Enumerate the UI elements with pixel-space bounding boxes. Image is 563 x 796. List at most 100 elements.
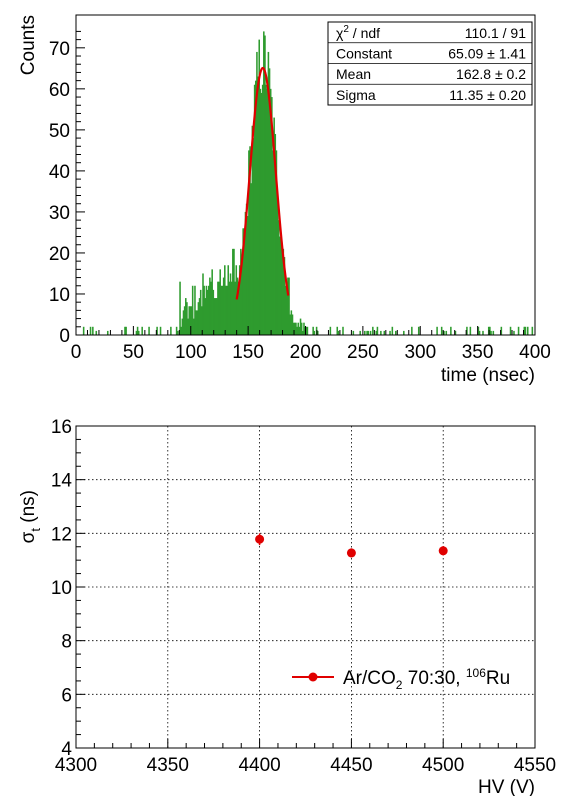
- histogram-bin: [302, 330, 304, 335]
- x-tick-label: 4500: [422, 755, 464, 776]
- histogram-bin: [201, 306, 203, 335]
- histogram-bin: [207, 285, 210, 335]
- histogram-bin: [288, 277, 290, 335]
- histogram-bin: [366, 330, 368, 335]
- histogram-bin: [235, 265, 238, 335]
- histogram-bin: [289, 314, 291, 335]
- histogram-bin: [517, 326, 520, 335]
- histogram-bin: [305, 326, 308, 335]
- histogram-bin: [124, 326, 126, 335]
- histogram-bin: [95, 330, 98, 335]
- histogram-bin: [282, 248, 285, 335]
- histogram-bin: [170, 326, 172, 335]
- histogram-bin: [187, 318, 189, 335]
- histogram-bin: [436, 326, 438, 335]
- histogram-bin: [260, 92, 263, 335]
- histogram-bin: [284, 285, 287, 335]
- histogram-bin: [277, 220, 280, 335]
- histogram-bin: [237, 281, 240, 335]
- data-point: [438, 546, 448, 556]
- histogram-bin: [205, 285, 208, 335]
- histogram-bin: [230, 281, 233, 335]
- histogram-bin: [367, 330, 370, 335]
- x-tick-label: 0: [71, 342, 82, 363]
- histogram-bin: [136, 326, 139, 335]
- histogram-bin: [229, 273, 232, 335]
- histogram-bin: [227, 265, 230, 335]
- histogram-bin: [337, 330, 340, 335]
- histogram-bin: [299, 318, 302, 335]
- histogram-bin: [175, 326, 178, 335]
- histogram-bin: [245, 203, 248, 335]
- histogram-bin: [290, 310, 293, 335]
- histogram-bin: [82, 326, 85, 335]
- histogram-bin: [232, 248, 234, 335]
- histogram-bin: [180, 326, 182, 335]
- histogram-bin: [466, 326, 468, 335]
- y-tick-label: 50: [49, 121, 70, 142]
- histogram-bin: [276, 199, 279, 335]
- histogram-bin: [241, 261, 243, 335]
- histogram-bin: [189, 306, 192, 335]
- histogram-bin: [233, 248, 235, 335]
- histogram-bin: [221, 285, 224, 335]
- histogram-bin: [265, 84, 267, 335]
- histogram-bin: [513, 330, 515, 335]
- x-tick-label: 4450: [330, 755, 372, 776]
- histogram-bin: [298, 326, 301, 335]
- histogram-bin: [489, 326, 491, 335]
- histogram-bin: [204, 298, 207, 335]
- stats-value-mean: 162.8 ± 0.2: [456, 66, 526, 82]
- histogram-bin: [196, 310, 199, 335]
- histogram-bin: [210, 281, 212, 335]
- histogram-bin: [253, 84, 256, 335]
- histogram-bin: [287, 277, 289, 335]
- histogram-bin: [296, 326, 298, 335]
- y-tick-label: 10: [49, 285, 70, 306]
- histogram-bin: [246, 216, 249, 335]
- y-tick-label: 16: [51, 417, 72, 438]
- x-tick-label: 250: [347, 342, 379, 363]
- legend-label: Ar/CO2 70:30, 106Ru: [343, 666, 510, 692]
- data-point: [346, 548, 356, 558]
- histogram-bin: [198, 298, 201, 335]
- histogram-bin: [182, 310, 185, 335]
- histogram-bin: [269, 88, 272, 335]
- histogram-bin: [531, 326, 534, 335]
- histogram-bin: [482, 330, 484, 335]
- y-tick-label: 0: [59, 326, 70, 347]
- histogram-bin: [148, 326, 150, 335]
- y-tick-label: 70: [49, 39, 70, 60]
- histogram-bin: [258, 39, 260, 335]
- histogram-bin: [214, 298, 217, 335]
- histogram-bin: [313, 330, 316, 335]
- histogram-x-axis-label: time (nsec): [441, 365, 535, 386]
- histogram-bin: [275, 150, 278, 335]
- histogram-bin: [188, 306, 191, 335]
- histogram-bin: [217, 281, 219, 335]
- histogram-bin: [440, 326, 443, 335]
- histogram-bin: [215, 298, 218, 335]
- histogram-bin: [106, 330, 109, 335]
- histogram-bin: [249, 146, 251, 335]
- histogram-bin: [526, 326, 529, 335]
- histogram-bin: [190, 306, 193, 335]
- histogram-bin: [156, 326, 158, 335]
- histogram-bin: [411, 326, 413, 335]
- histogram-bin: [329, 326, 332, 335]
- x-tick-label: 4550: [514, 755, 556, 776]
- histogram-bin: [89, 326, 92, 335]
- histogram-bin: [199, 289, 202, 335]
- histogram-bin: [257, 76, 259, 336]
- histogram-bin: [141, 326, 143, 335]
- x-tick-label: 200: [290, 342, 322, 363]
- x-tick-label: 4400: [238, 755, 280, 776]
- histogram-y-axis-label: Counts: [18, 15, 39, 75]
- histogram-bin: [213, 298, 216, 335]
- y-tick-label: 12: [51, 524, 72, 545]
- histogram-bin: [383, 330, 386, 335]
- histogram-bin: [259, 88, 262, 335]
- histogram-bin: [92, 326, 94, 335]
- histogram-bin: [222, 277, 225, 335]
- histogram-bin: [256, 51, 258, 336]
